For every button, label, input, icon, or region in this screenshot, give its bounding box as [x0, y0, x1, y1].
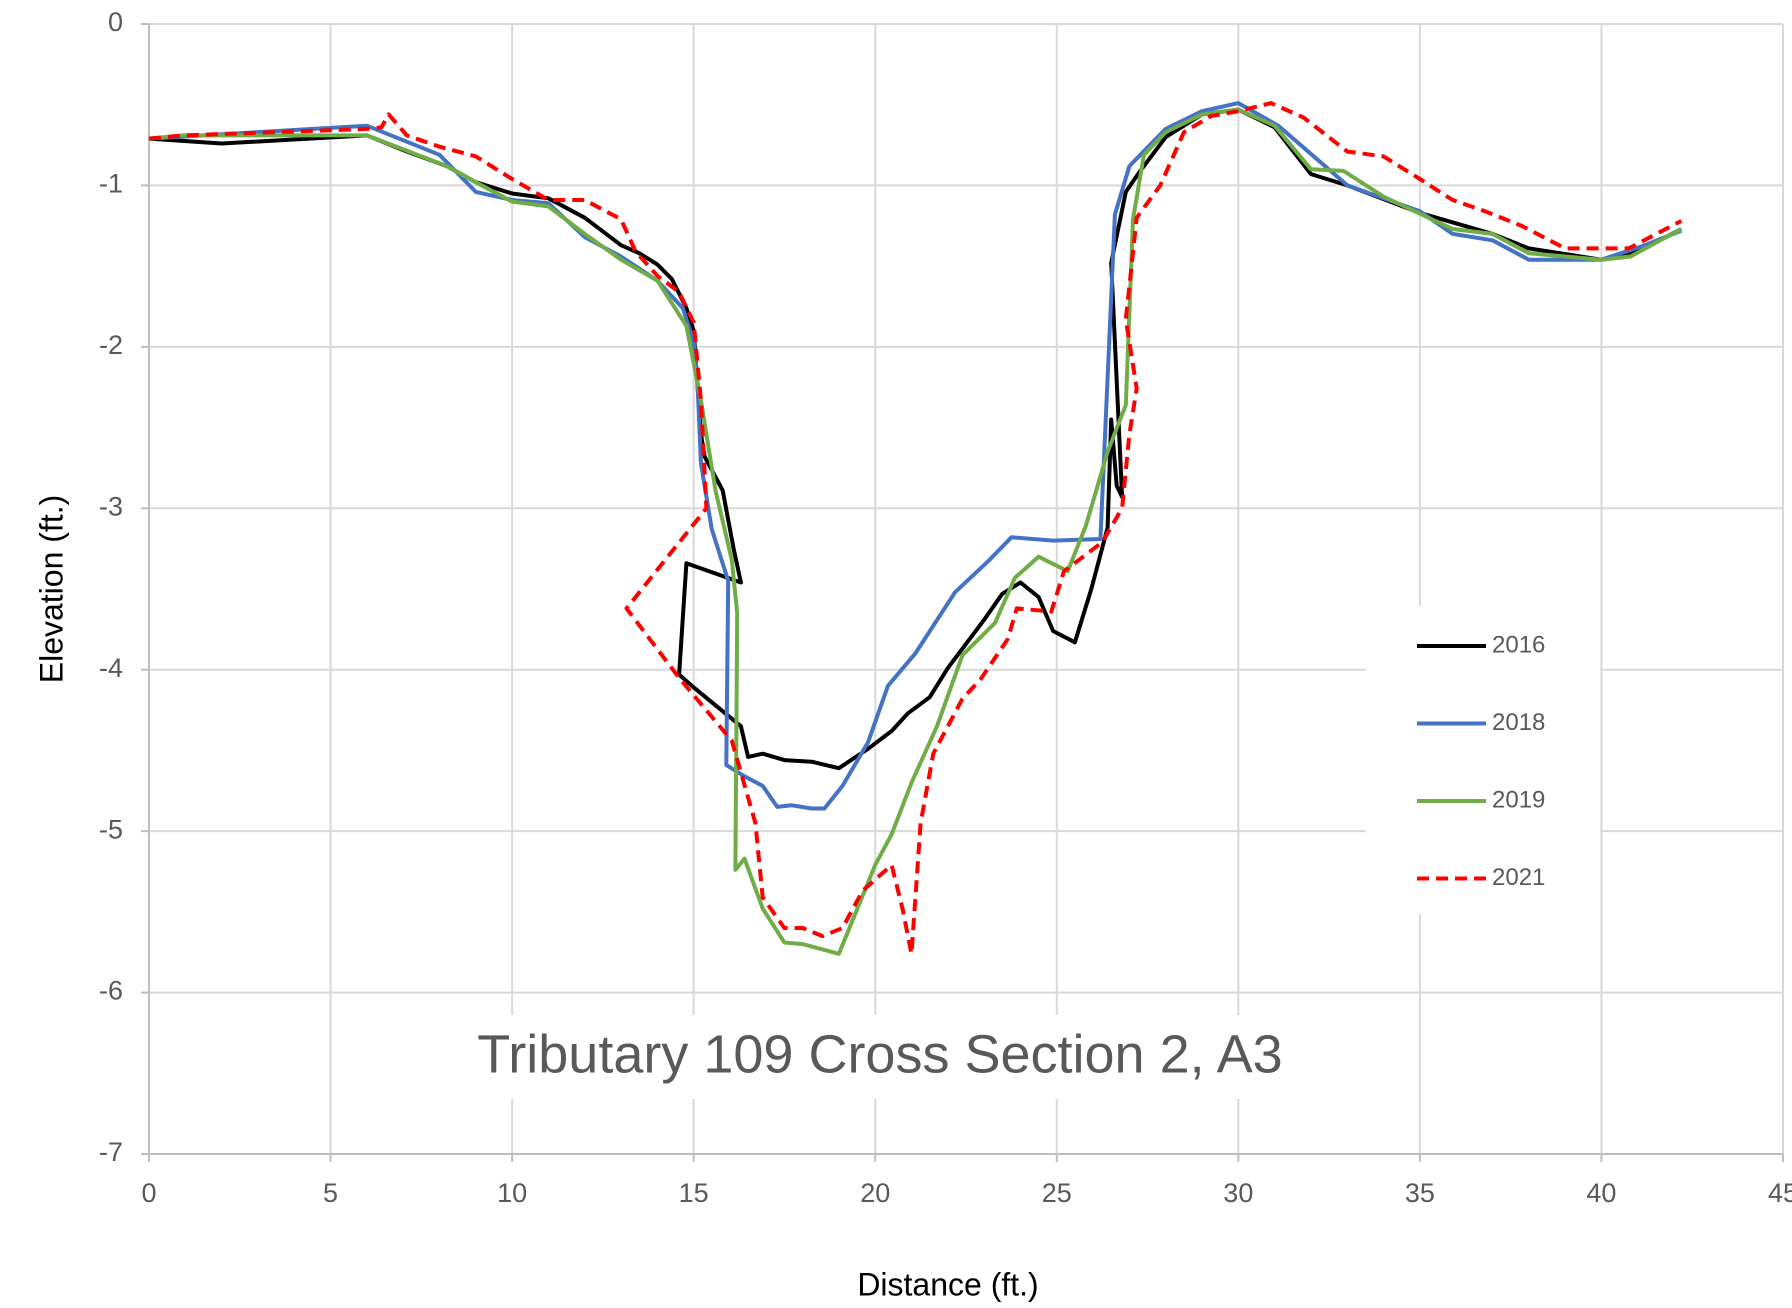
x-tick-label: 0: [141, 1178, 156, 1208]
x-tick-label: 40: [1586, 1178, 1616, 1208]
x-tick-label: 30: [1223, 1178, 1253, 1208]
grid: 0 -1 -2 -3 -4 -5 -6 -7 0 5 10 15 20 25 30 35 40 45: [99, 7, 1792, 1208]
legend-label: 2019: [1492, 786, 1545, 813]
x-tick-label: 20: [860, 1178, 890, 1208]
y-tick-label: -6: [99, 976, 123, 1006]
x-axis-label: Distance (ft.): [857, 1266, 1038, 1302]
x-tick-label: 5: [323, 1178, 338, 1208]
y-axis-label: Elevation (ft.): [33, 495, 69, 684]
y-tick-label: -5: [99, 814, 123, 844]
series-line: [148, 107, 1683, 956]
legend: 2016 2018 2019 2021: [1366, 606, 1600, 914]
y-tick-label: -7: [99, 1137, 123, 1167]
legend-box: [1366, 606, 1600, 914]
y-tick-label: 0: [108, 7, 123, 37]
y-tick-label: -2: [99, 330, 123, 360]
x-tick-label: 35: [1405, 1178, 1435, 1208]
legend-label: 2016: [1492, 631, 1545, 658]
plot-area: [148, 101, 1683, 956]
x-tick-label: 25: [1042, 1178, 1072, 1208]
series-line: [148, 101, 1683, 956]
x-tick-label: 45: [1768, 1178, 1792, 1208]
y-tick-label: -1: [99, 169, 123, 199]
legend-label: 2021: [1492, 864, 1545, 891]
y-tick-label: -4: [99, 653, 123, 683]
y-tick-label: -3: [99, 491, 123, 521]
x-tick-label: 10: [497, 1178, 527, 1208]
title-background: [452, 1015, 1312, 1099]
chart-title: Tributary 109 Cross Section 2, A3: [477, 1024, 1282, 1084]
x-tick-label: 15: [679, 1178, 709, 1208]
legend-label: 2018: [1492, 709, 1545, 736]
